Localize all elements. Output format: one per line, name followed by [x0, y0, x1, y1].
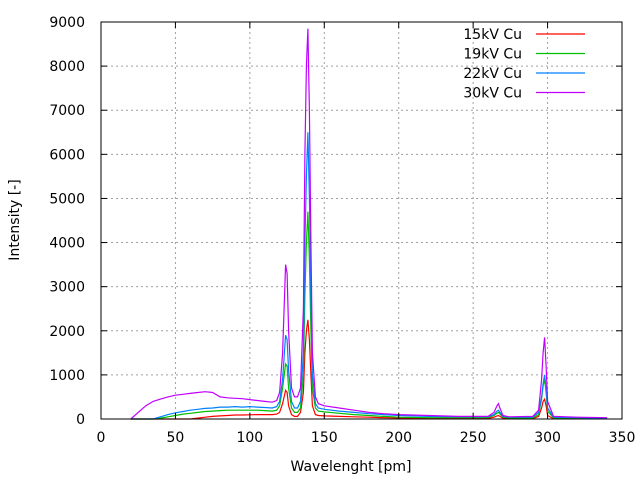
x-tick-label: 150	[311, 430, 338, 446]
y-tick-label: 6000	[49, 147, 85, 163]
y-tick-label: 4000	[49, 236, 85, 252]
x-tick-label: 350	[609, 430, 636, 446]
x-tick-label: 100	[236, 430, 263, 446]
legend-label: 19kV Cu	[463, 47, 522, 63]
y-tick-label: 9000	[49, 15, 85, 31]
y-tick-label: 5000	[49, 191, 85, 207]
x-tick-label: 0	[97, 430, 106, 446]
series-line-15kv-cu	[130, 319, 608, 420]
series-line-19kv-cu	[130, 211, 608, 420]
y-tick-label: 1000	[49, 368, 85, 384]
legend-label: 15kV Cu	[463, 27, 522, 43]
y-tick-label: 3000	[49, 280, 85, 296]
series-line-30kv-cu	[130, 28, 608, 420]
legend-label: 22kV Cu	[463, 66, 522, 82]
y-tick-label: 8000	[49, 59, 85, 75]
legend-label: 30kV Cu	[463, 86, 522, 102]
grid	[101, 22, 622, 419]
y-axis-label: Intensity [-]	[7, 179, 23, 260]
x-tick-label: 250	[460, 430, 487, 446]
x-tick-label: 50	[167, 430, 185, 446]
series-layer	[130, 28, 608, 420]
series-line-22kv-cu	[130, 132, 608, 420]
x-tick-label: 200	[385, 430, 412, 446]
plot-frame	[100, 21, 623, 420]
ticks: 0 50 100 150 200 250 300 350 0 1000 2000 3000 4000 50…	[49, 15, 635, 446]
y-tick-label: 0	[76, 412, 85, 428]
x-tick-label: 300	[534, 430, 561, 446]
legend: 15kV Cu 19kV Cu 22kV Cu 30kV Cu	[463, 27, 585, 102]
y-tick-label: 2000	[49, 324, 85, 340]
x-axis-label: Wavelenght [pm]	[291, 459, 412, 475]
y-tick-label: 7000	[49, 103, 85, 119]
